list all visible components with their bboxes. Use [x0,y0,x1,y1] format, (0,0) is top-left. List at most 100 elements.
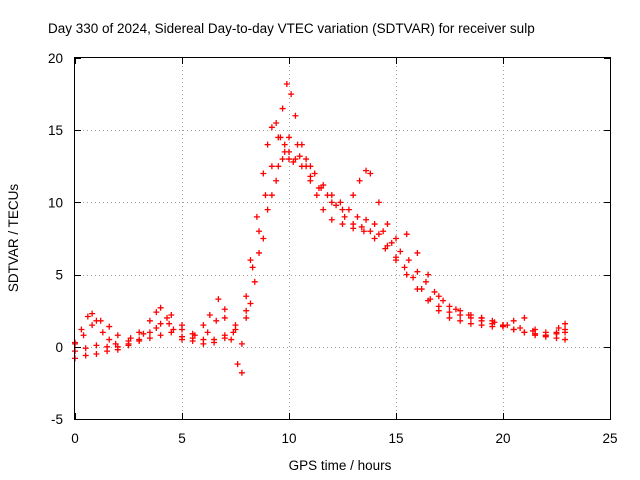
y-axis-label: SDTVAR / TECUs [6,184,21,293]
x-tick-label: 15 [388,431,403,446]
data-point [106,336,113,343]
series-track-c [72,141,569,355]
data-point [283,80,290,87]
data-point [166,320,173,327]
data-points [72,80,569,376]
data-point [467,320,474,327]
data-point [168,329,175,336]
data-point [286,148,292,155]
data-point [256,249,263,256]
series-track-d [72,134,569,347]
chart-title: Day 330 of 2024, Sidereal Day-to-day VTE… [48,21,535,36]
data-point [478,314,485,321]
data-point [104,343,111,350]
data-point [286,134,292,141]
data-point [311,170,318,177]
data-point [446,303,453,310]
data-point [328,192,335,199]
data-point [247,257,254,264]
data-point [204,329,211,336]
data-point [157,332,164,339]
data-point [367,170,374,177]
y-tick-label: 20 [48,51,63,66]
data-point [393,235,399,242]
data-point [140,330,147,337]
data-point [388,239,395,246]
data-point [363,216,370,223]
data-point [78,326,85,333]
data-point [262,192,269,199]
data-point [89,322,96,329]
data-point [238,340,245,347]
data-point [431,288,438,295]
data-point [529,327,536,334]
data-point [127,335,134,342]
data-point [211,339,218,346]
data-point [268,124,275,131]
data-point [371,235,378,242]
data-point [97,317,104,324]
data-point [465,312,472,319]
data-point [230,329,237,336]
y-tick-label: 10 [48,195,63,210]
data-point [275,134,282,141]
data-point [179,333,185,340]
data-point [200,336,207,343]
data-point [350,221,357,228]
data-point [380,228,387,235]
data-point [247,300,254,307]
data-point [521,329,528,336]
data-point [153,325,160,332]
data-point [345,206,352,213]
data-point [206,312,213,319]
data-point [268,163,275,170]
data-point [427,296,434,303]
data-point [375,231,382,238]
data-point [414,249,421,256]
plot-frame [74,57,611,420]
data-point [384,221,391,228]
data-point [286,156,292,163]
data-point [200,322,207,329]
data-point [221,335,228,342]
data-point [384,242,391,249]
data-point [264,206,271,213]
data-point [307,163,314,170]
data-point [414,268,421,275]
data-point [164,314,171,321]
data-point [440,297,447,304]
data-point [393,254,399,261]
data-point [491,319,498,326]
data-point [555,325,562,332]
data-point [292,112,299,119]
data-point [422,278,429,285]
data-point [328,199,335,206]
y-tick-label: -5 [51,412,63,427]
data-point [504,322,511,329]
data-point [146,329,153,336]
data-point [84,313,91,320]
data-point [243,307,250,314]
data-point [221,314,228,321]
data-point [281,141,288,148]
data-point [553,330,560,337]
y-tick-label: 15 [48,123,63,138]
data-point [298,163,305,170]
data-point [288,91,295,98]
data-point [80,332,87,339]
data-point [234,361,241,368]
data-point [452,306,459,313]
data-point [294,141,301,148]
data-point [542,329,549,336]
data-point [191,332,198,339]
data-point [371,221,378,228]
data-point [350,192,357,199]
data-point [510,326,517,333]
data-point [313,192,320,199]
data-point [260,170,267,177]
data-point [521,314,528,321]
data-point [333,202,340,209]
data-point [354,213,361,220]
data-point [425,271,432,278]
